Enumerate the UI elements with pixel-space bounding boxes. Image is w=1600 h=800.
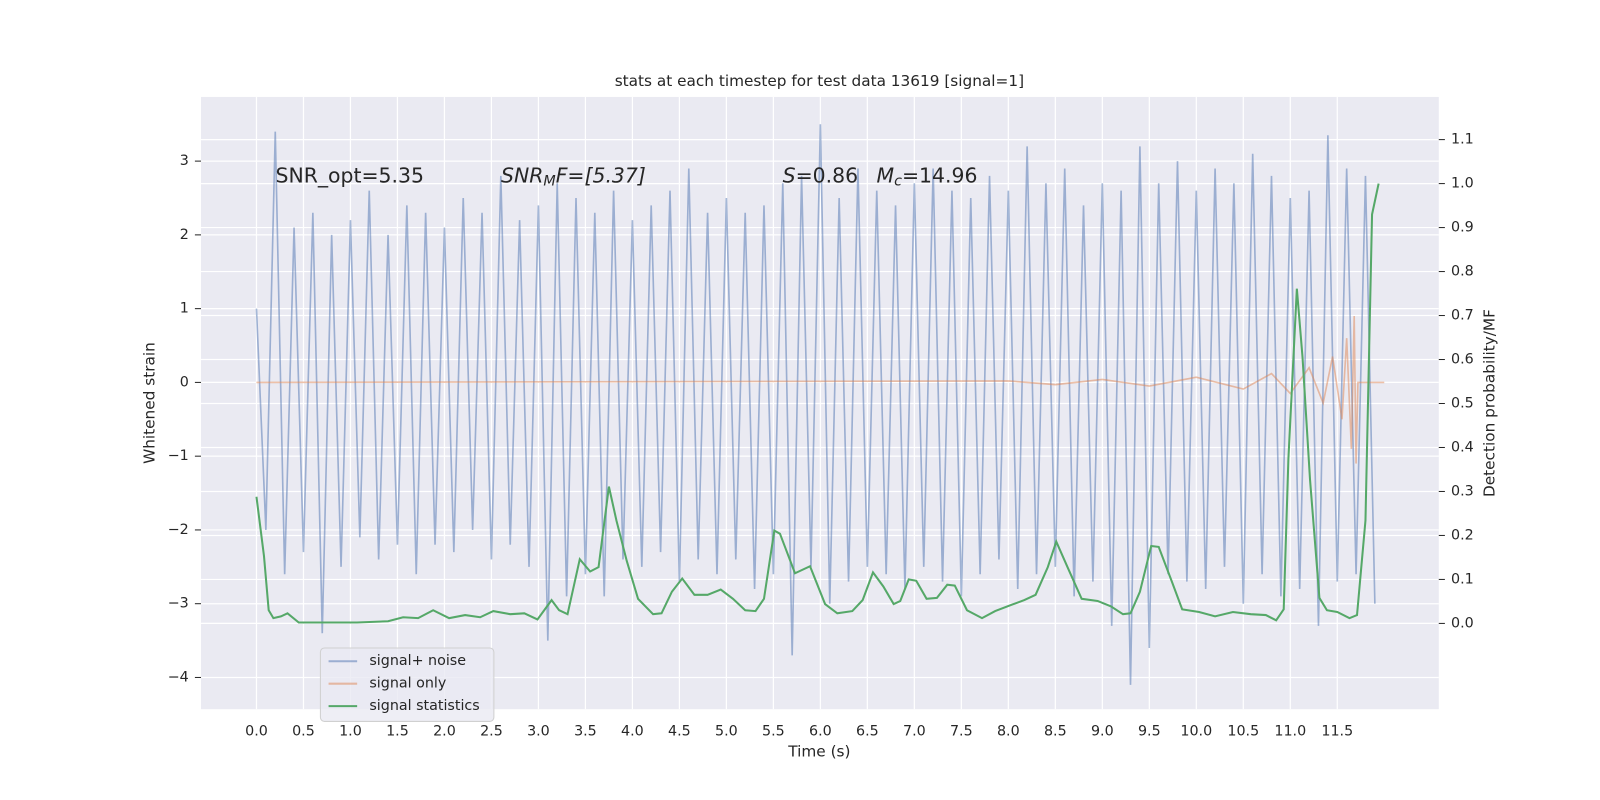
- y-tick-label: −4: [168, 669, 189, 685]
- series-line: [256, 316, 1385, 464]
- x-tick-label: 9.5: [1138, 724, 1161, 740]
- x-tick-label: 11.0: [1274, 724, 1306, 740]
- annotation-part: SNR: [501, 164, 543, 188]
- legend-label: signal only: [369, 676, 446, 692]
- x-tick-label: 2.5: [480, 724, 503, 740]
- y-tick-label: 0: [180, 374, 189, 390]
- x-tick-label: 5.5: [762, 724, 785, 740]
- y2-tick-label: 0.8: [1451, 264, 1474, 280]
- annotation-part: SNR_opt=5.35: [276, 164, 424, 189]
- y2-tick-label: 0.0: [1451, 615, 1474, 631]
- y-tick-label: −3: [168, 596, 189, 612]
- x-tick-label: 2.0: [433, 724, 456, 740]
- annotation-part: M: [543, 174, 555, 190]
- y-tick-label: 3: [180, 153, 189, 169]
- series-line: [255, 124, 1376, 685]
- annotation: SNR_opt=5.35: [276, 164, 424, 189]
- y2-axis-label: Detection probability/MF: [1480, 309, 1498, 497]
- x-tick-label: 1.0: [339, 724, 362, 740]
- x-tick-label: 1.5: [386, 724, 409, 740]
- x-axis-label: Time (s): [787, 743, 850, 761]
- annotation-part: S: [783, 164, 796, 188]
- y2-tick-label: 1.0: [1451, 176, 1474, 192]
- chart-title: stats at each timestep for test data 136…: [615, 72, 1024, 90]
- annotation-part: =14.96: [902, 164, 977, 188]
- annotation-part: F=[5.37]: [556, 164, 646, 188]
- y2-tick-label: 0.3: [1451, 483, 1474, 499]
- y-tick-label: −2: [168, 522, 189, 538]
- y2-tick-label: 1.1: [1451, 132, 1474, 148]
- x-tick-label: 10.5: [1227, 724, 1259, 740]
- x-tick-label: 8.0: [997, 724, 1020, 740]
- x-tick-label: 5.0: [715, 724, 738, 740]
- marks: [255, 124, 1385, 685]
- legend-box: [319, 647, 495, 722]
- x-tick-label: 4.5: [668, 724, 691, 740]
- x-tick-label: 8.5: [1044, 724, 1067, 740]
- x-tick-label: 7.5: [950, 724, 973, 740]
- x-tick-label: 9.0: [1091, 724, 1114, 740]
- y2-tick-label: 0.4: [1451, 439, 1474, 455]
- y2-tick-label: 0.9: [1451, 220, 1474, 236]
- y-tick-label: 2: [180, 227, 189, 243]
- x-tick-label: 6.0: [809, 724, 832, 740]
- annotation-part: M: [877, 164, 895, 188]
- annotation: Mc=14.96: [877, 164, 978, 190]
- annotation-part: =0.86: [796, 164, 859, 188]
- x-tick-label: 10.0: [1180, 724, 1212, 740]
- annotation-part: c: [894, 174, 902, 190]
- series-line: [255, 183, 1380, 624]
- x-tick-label: 3.0: [527, 724, 550, 740]
- x-tick-label: 6.5: [856, 724, 879, 740]
- y-tick-label: 1: [180, 301, 189, 317]
- x-tick-label: 11.5: [1321, 724, 1353, 740]
- y2-tick-label: 0.2: [1451, 527, 1474, 543]
- annotation: SNRMF=[5.37]: [501, 164, 646, 190]
- x-tick-label: 0.0: [245, 724, 268, 740]
- y2-tick-label: 0.6: [1451, 352, 1474, 368]
- y-tick-label: −1: [168, 448, 189, 464]
- y2-tick-label: 0.5: [1451, 396, 1474, 412]
- y2-tick-label: 0.1: [1451, 571, 1474, 587]
- legend-label: signal+ noise: [369, 653, 466, 669]
- x-tick-label: 7.0: [903, 724, 926, 740]
- x-tick-label: 0.5: [292, 724, 315, 740]
- annotation: S=0.86: [783, 164, 858, 188]
- legend-label: signal statistics: [369, 698, 479, 714]
- y-axis-label: Whitened strain: [141, 342, 159, 464]
- labels: 0.0 0.5 1.0 1.5 2.0 2.5 3.0 3.5 4.0 4.5 5.0 5.5 6.0 6…: [168, 132, 1474, 740]
- x-tick-label: 3.5: [574, 724, 597, 740]
- y2-tick-label: 0.7: [1451, 308, 1474, 324]
- x-tick-label: 4.0: [621, 724, 644, 740]
